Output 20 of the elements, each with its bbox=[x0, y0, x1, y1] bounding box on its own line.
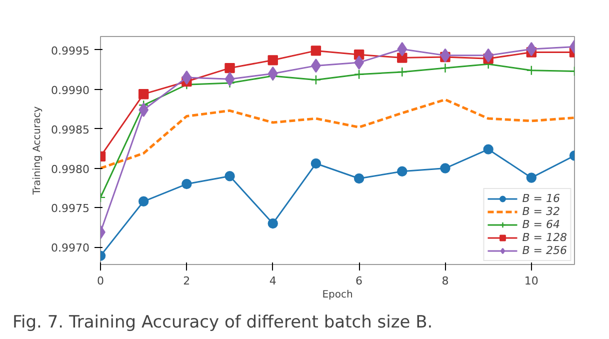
x-tick-label: 0 bbox=[97, 274, 104, 288]
legend-label: B = 128 bbox=[522, 231, 567, 244]
y-tick-label: 0.9990 bbox=[51, 84, 90, 97]
y-axis-title: Training Accuracy bbox=[32, 106, 44, 196]
y-tick-label: 0.9975 bbox=[51, 202, 90, 216]
x-tick-label: 2 bbox=[183, 274, 190, 288]
caption: Fig. 7. Training Accuracy of different batch size B. bbox=[12, 312, 433, 332]
y-tick-label: 0.9995 bbox=[51, 44, 90, 58]
legend-label: B = 64 bbox=[522, 218, 560, 231]
x-tick-label: 10 bbox=[524, 274, 538, 288]
x-tick-label: 4 bbox=[269, 274, 276, 288]
legend-label: B = 16 bbox=[522, 192, 560, 205]
y-tick-label: 0.9985 bbox=[51, 123, 90, 136]
x-axis-title: Epoch bbox=[322, 290, 353, 300]
y-tick-label: 0.9970 bbox=[51, 242, 90, 255]
x-tick-label: 6 bbox=[356, 274, 363, 288]
legend-label: B = 256 bbox=[522, 244, 567, 257]
x-tick-label: 8 bbox=[442, 274, 449, 288]
legend-label: B = 32 bbox=[522, 205, 560, 218]
y-tick-label: 0.9980 bbox=[51, 162, 90, 176]
